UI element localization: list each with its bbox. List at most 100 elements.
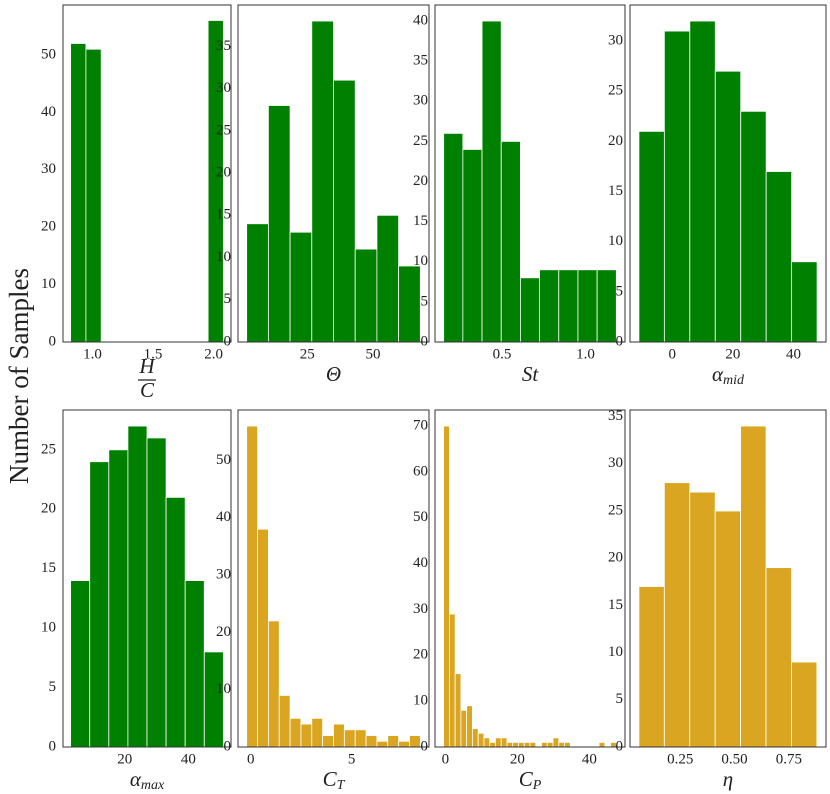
- x-axis-label-base: Θ: [326, 362, 341, 386]
- y-tick-label: 20: [216, 165, 231, 181]
- bar: [714, 510, 742, 748]
- bar: [472, 728, 479, 748]
- x-axis-label: αmax: [130, 767, 165, 793]
- bar: [689, 491, 716, 748]
- x-tick-label: 2.0: [204, 346, 223, 362]
- y-tick-label: 10: [216, 249, 231, 265]
- y-tick-label: 30: [413, 601, 428, 617]
- bar: [663, 30, 691, 343]
- bar: [207, 20, 224, 343]
- y-tick-label: 30: [608, 33, 623, 49]
- bar: [354, 729, 367, 748]
- bar: [443, 425, 450, 748]
- x-tick-label: 0: [247, 751, 255, 767]
- y-tick-label: 50: [41, 46, 56, 62]
- y-tick-label: 20: [413, 173, 428, 189]
- y-tick-label: 5: [49, 679, 57, 695]
- bar: [529, 742, 537, 748]
- bar: [462, 149, 483, 343]
- bar: [203, 651, 224, 748]
- bar: [398, 740, 410, 748]
- bar: [333, 723, 345, 748]
- x-tick-label: 0.5: [493, 346, 512, 362]
- x-tick-label: 1.0: [83, 346, 102, 362]
- x-tick-label: 20: [117, 751, 132, 767]
- axes-frame: [237, 409, 430, 748]
- y-tick-label: 25: [608, 502, 623, 518]
- y-tick-label: 5: [224, 291, 232, 307]
- x-axis-label-subscript: max: [141, 778, 165, 793]
- x-tick-label: 0.75: [776, 751, 802, 767]
- bar: [552, 737, 560, 748]
- y-tick-label: 40: [41, 104, 56, 120]
- x-tick-label: 40: [786, 346, 801, 362]
- x-tick-label: 0.25: [667, 751, 693, 767]
- bar: [300, 723, 313, 748]
- y-tick-label: 20: [608, 133, 623, 149]
- bar: [500, 141, 521, 343]
- bar: [165, 496, 186, 748]
- x-axis-label-base: St: [522, 362, 540, 386]
- x-axis-label-base: η: [723, 767, 733, 791]
- bar: [523, 742, 531, 748]
- bar: [376, 740, 389, 748]
- bar: [500, 737, 508, 748]
- bar: [663, 482, 691, 748]
- y-tick-label: 10: [216, 681, 231, 697]
- bar: [398, 265, 421, 343]
- bar: [638, 586, 665, 748]
- bar: [740, 425, 767, 748]
- y-tick-label: 50: [216, 452, 231, 468]
- x-axis-label-base: α: [130, 767, 142, 791]
- bar: [246, 223, 269, 343]
- bar: [89, 461, 110, 748]
- y-tick-label: 30: [608, 455, 623, 471]
- bar: [311, 717, 324, 748]
- x-axis-label-subscript: mid: [723, 373, 745, 388]
- bar: [376, 214, 400, 343]
- y-tick-label: 10: [41, 620, 56, 636]
- bar: [596, 269, 617, 343]
- y-tick-label: 10: [608, 233, 623, 249]
- y-tick-label: 35: [608, 408, 623, 424]
- bar: [495, 737, 502, 748]
- y-tick-label: 0: [421, 333, 429, 349]
- y-tick-label: 20: [413, 647, 428, 663]
- x-tick-label: 5: [348, 751, 356, 767]
- x-axis-label-denominator: C: [140, 378, 155, 402]
- y-tick-label: 0: [224, 333, 232, 349]
- bar: [409, 735, 421, 748]
- y-tick-label: 35: [216, 38, 231, 54]
- bar: [481, 20, 502, 343]
- bar: [541, 742, 548, 748]
- bar: [558, 269, 579, 343]
- bar: [740, 110, 767, 343]
- x-tick-label: 1.5: [144, 346, 163, 362]
- x-axis-label: CT: [323, 767, 346, 793]
- bar: [577, 269, 598, 343]
- bar: [598, 742, 606, 748]
- bar: [443, 132, 464, 343]
- bar: [539, 269, 560, 343]
- bar: [765, 567, 792, 748]
- x-axis-label: αmid: [712, 362, 745, 388]
- bar: [365, 735, 378, 748]
- bar: [289, 717, 302, 748]
- bar: [714, 70, 742, 343]
- x-tick-label: 50: [365, 346, 380, 362]
- y-tick-label: 20: [41, 219, 56, 235]
- y-tick-label: 35: [413, 53, 428, 69]
- y-tick-label: 30: [216, 80, 231, 96]
- y-tick-label: 20: [608, 550, 623, 566]
- bar: [454, 673, 462, 748]
- bar: [520, 277, 540, 343]
- y-tick-label: 60: [413, 463, 428, 479]
- y-tick-label: 15: [41, 560, 56, 576]
- y-tick-label: 15: [216, 207, 231, 223]
- x-tick-label: 1.0: [576, 346, 595, 362]
- y-tick-label: 15: [413, 213, 428, 229]
- y-axis-label: Number of Samples: [4, 268, 34, 484]
- bar: [765, 171, 793, 343]
- y-tick-label: 25: [216, 122, 231, 138]
- bar: [278, 695, 291, 748]
